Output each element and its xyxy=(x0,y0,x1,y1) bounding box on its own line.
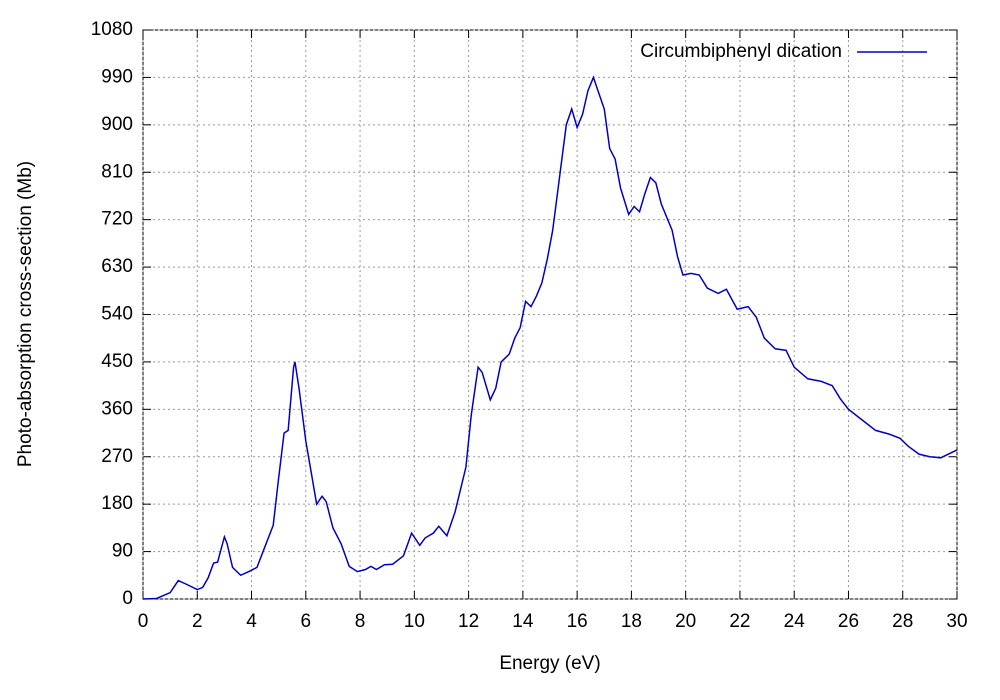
y-tick-label: 630 xyxy=(101,256,133,277)
y-tick-label: 90 xyxy=(112,541,133,562)
y-tick-label: 810 xyxy=(101,161,133,182)
legend-label: Circumbiphenyl dication xyxy=(640,41,842,62)
y-tick-label: 450 xyxy=(101,351,133,372)
x-tick-label: 30 xyxy=(946,611,967,632)
y-tick-label: 1080 xyxy=(91,19,133,40)
data-line xyxy=(142,75,958,600)
y-axis-label: Photo-absorption cross-section (Mb) xyxy=(15,161,36,467)
x-tick-label: 2 xyxy=(192,611,203,632)
x-axis-label: Energy (eV) xyxy=(499,653,600,674)
y-tick-label: 360 xyxy=(101,398,133,419)
y-tick-label: 720 xyxy=(101,209,133,230)
x-tick-label: 22 xyxy=(729,611,750,632)
x-tick-label: 24 xyxy=(784,611,806,632)
x-tick-label: 14 xyxy=(512,611,534,632)
x-tick-label: 20 xyxy=(675,611,696,632)
y-tick-label: 0 xyxy=(122,588,133,609)
x-tick-label: 8 xyxy=(355,611,366,632)
x-tick-label: 28 xyxy=(892,611,913,632)
y-tick-label: 900 xyxy=(101,114,133,135)
x-tick-label: 12 xyxy=(458,611,479,632)
x-tick-label: 18 xyxy=(621,611,642,632)
y-tick-label: 180 xyxy=(101,493,133,514)
y-tick-label: 270 xyxy=(101,446,133,467)
x-tick-label: 26 xyxy=(838,611,859,632)
x-tick-label: 4 xyxy=(246,611,257,632)
y-tick-label: 990 xyxy=(101,66,133,87)
x-tick-label: 6 xyxy=(301,611,312,632)
y-tick-label: 540 xyxy=(101,304,133,325)
x-tick-label: 0 xyxy=(138,611,149,632)
x-tick-label: 10 xyxy=(404,611,425,632)
x-tick-label: 16 xyxy=(567,611,588,632)
